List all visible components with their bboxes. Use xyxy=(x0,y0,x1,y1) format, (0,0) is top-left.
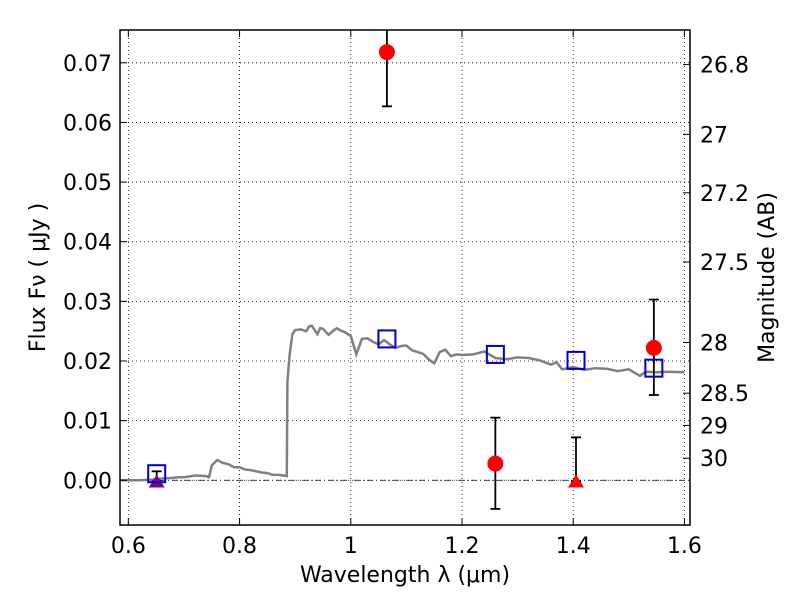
observed-flux-point xyxy=(645,339,662,356)
observed-flux-point xyxy=(487,455,504,472)
y-tick-label: 0.02 xyxy=(63,350,112,375)
y-axis-label: Flux Fν ( μJy ) xyxy=(26,203,51,352)
y-tick-label: 0.00 xyxy=(63,469,112,494)
x-tick-label: 1.2 xyxy=(445,534,480,559)
right-tick-label: 27 xyxy=(700,123,728,148)
model-band-square xyxy=(377,329,397,349)
x-tick-label: 1.6 xyxy=(667,534,702,559)
y-tick-label: 0.03 xyxy=(63,290,112,315)
upper-limit-marker xyxy=(568,474,584,488)
plot-frame xyxy=(119,29,691,526)
right-tick-label: 28 xyxy=(700,332,728,357)
model-band-square xyxy=(566,350,586,370)
tick-layer: 0.6 0.8 1 1.2 1.4 1.6 0.00 0.01 0.02 0.03 0.04 0.05… xyxy=(63,30,749,559)
y-tick-label: 0.05 xyxy=(63,171,112,196)
right-tick-label: 29 xyxy=(700,414,728,439)
x-axis-label: Wavelength λ (μm) xyxy=(300,563,510,588)
right-tick-label: 27.5 xyxy=(700,251,749,276)
right-tick-label: 30 xyxy=(700,447,728,472)
right-tick-label: 28.5 xyxy=(700,382,749,407)
x-tick-label: 0.6 xyxy=(111,534,146,559)
x-tick-label: 1.4 xyxy=(556,534,591,559)
right-tick-label: 27.2 xyxy=(700,182,749,207)
right-tick-label: 26.8 xyxy=(700,54,749,79)
y-tick-label: 0.06 xyxy=(63,111,112,136)
observed-flux-point xyxy=(378,44,395,61)
model-band-square xyxy=(485,344,505,364)
upper-limit-marker xyxy=(148,474,165,488)
y-tick-label: 0.04 xyxy=(63,231,112,256)
y-tick-label: 0.07 xyxy=(63,52,112,77)
right-axis-label: Magnitude (AB) xyxy=(755,192,780,363)
model-band-square xyxy=(644,358,664,378)
model-band-square xyxy=(147,464,167,484)
y-tick-label: 0.01 xyxy=(63,410,112,435)
x-tick-label: 1 xyxy=(344,534,358,559)
grid-lines xyxy=(120,30,690,525)
x-tick-label: 0.8 xyxy=(222,534,257,559)
data-layer xyxy=(120,30,690,510)
model-spectrum-line xyxy=(120,324,685,482)
